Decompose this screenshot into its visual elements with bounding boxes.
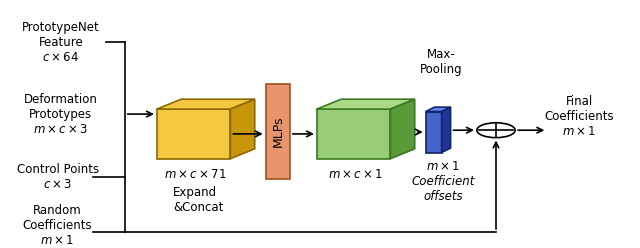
Text: Random
Coefficients
$m \times 1$: Random Coefficients $m \times 1$ <box>23 204 92 247</box>
Text: Control Points
$c \times 3$: Control Points $c \times 3$ <box>17 163 99 191</box>
Polygon shape <box>317 109 390 159</box>
Text: Max-
Pooling: Max- Pooling <box>420 48 463 76</box>
Polygon shape <box>317 99 415 109</box>
Text: Deformation
Prototypes
$m \times c \times 3$: Deformation Prototypes $m \times c \time… <box>24 93 98 136</box>
Text: PrototypeNet
Feature
$c \times 64$: PrototypeNet Feature $c \times 64$ <box>22 21 100 64</box>
Polygon shape <box>157 99 255 109</box>
FancyBboxPatch shape <box>266 84 290 179</box>
Text: MLPs: MLPs <box>271 116 284 147</box>
Polygon shape <box>426 107 451 112</box>
Polygon shape <box>230 99 255 159</box>
Polygon shape <box>442 107 451 153</box>
Text: $m \times c \times 1$: $m \times c \times 1$ <box>328 168 383 181</box>
Text: Expand
&Concat: Expand &Concat <box>173 186 223 214</box>
Text: Final
Coefficients
$m \times 1$: Final Coefficients $m \times 1$ <box>545 95 614 138</box>
Polygon shape <box>426 112 442 153</box>
Text: $m \times 1$
Coefficient
offsets: $m \times 1$ Coefficient offsets <box>412 159 476 203</box>
Polygon shape <box>157 109 230 159</box>
Polygon shape <box>390 99 415 159</box>
Text: $m \times c \times 71$: $m \times c \times 71$ <box>164 168 227 181</box>
